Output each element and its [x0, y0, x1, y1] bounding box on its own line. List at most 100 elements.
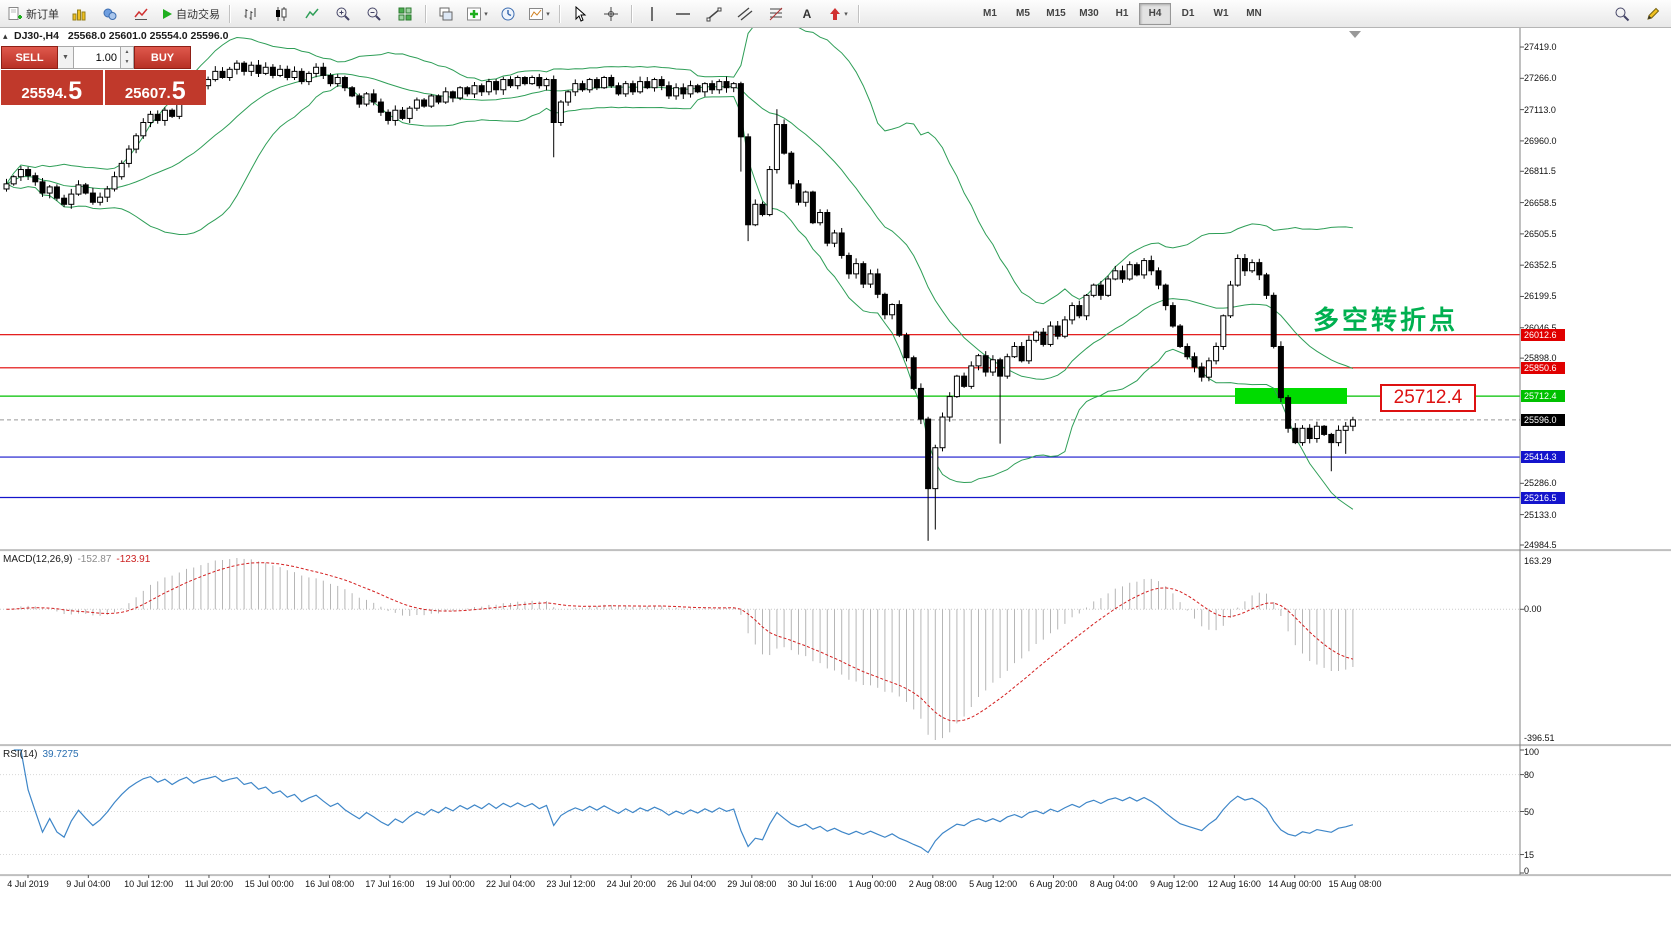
rsi-name: RSI(14)	[3, 749, 38, 760]
step-down-icon[interactable]: ▼	[124, 59, 130, 66]
new-chart-button[interactable]	[64, 2, 94, 26]
text-tool-icon: A	[802, 6, 812, 21]
price-axis-label: 26199.5	[1524, 291, 1557, 302]
timeframe-button-h4[interactable]: H4	[1139, 2, 1171, 25]
profiles-icon	[102, 6, 118, 22]
price-axis-label: 26505.5	[1524, 228, 1557, 239]
sell-button[interactable]: SELL	[1, 46, 58, 69]
profiles-button[interactable]	[95, 2, 125, 26]
timeframe-button-h1[interactable]: H1	[1115, 8, 1129, 19]
autotrading-play-icon	[161, 8, 173, 20]
crosshair-icon	[603, 6, 619, 22]
time-axis-label: 22 Jul 04:00	[486, 879, 536, 889]
buy-button[interactable]: BUY	[134, 46, 191, 69]
search-icon	[1614, 6, 1630, 22]
time-axis-label: 16 Jul 08:00	[305, 879, 355, 889]
autotrading-button[interactable]: 自动交易	[157, 2, 224, 26]
pencil-icon	[1645, 6, 1661, 22]
one-click-trading-panel: SELL ▼ 1.00 ▲ ▼ BUY 25594. 5 25607. 5	[1, 46, 206, 105]
arrows-tool-button[interactable]: ▾	[823, 2, 853, 26]
search-button[interactable]	[1607, 2, 1637, 26]
zoom-out-button[interactable]	[359, 2, 389, 26]
volume-dropdown[interactable]: ▼	[58, 46, 74, 69]
current-price-tag: 25596.0	[1521, 413, 1565, 426]
macd-scale-max: 163.29	[1524, 556, 1552, 566]
price-axis-label: 26352.5	[1524, 260, 1557, 271]
market-watch-button[interactable]	[126, 2, 156, 26]
time-axis-label: 2 Aug 08:00	[908, 879, 957, 889]
periods-button[interactable]	[493, 2, 523, 26]
horizontal-line-tool-button[interactable]	[668, 2, 698, 26]
price-level-tag: 26012.6	[1521, 328, 1565, 341]
price-axis-label: 25286.0	[1524, 478, 1557, 489]
new-order-button[interactable]: 新订单	[3, 2, 63, 26]
sell-price-main: 25594.	[21, 84, 68, 102]
zoom-in-button[interactable]	[328, 2, 358, 26]
step-up-icon[interactable]: ▲	[124, 48, 130, 55]
buy-price-display[interactable]: 25607. 5	[104, 70, 206, 105]
templates-button[interactable]: ▾	[524, 2, 554, 26]
price-axis-label: 27266.0	[1524, 73, 1557, 84]
annotation-text: 多空转折点	[1313, 305, 1459, 335]
volume-stepper[interactable]: ▲ ▼	[121, 46, 134, 69]
timeframe-button-m15[interactable]: M15	[1046, 8, 1066, 19]
cursor-button[interactable]	[565, 2, 595, 26]
time-axis-label: 8 Aug 04:00	[1089, 879, 1138, 889]
fibonacci-tool-button[interactable]	[761, 2, 791, 26]
level-lines-layer[interactable]	[0, 334, 1520, 499]
price-level-tag: 25216.5	[1521, 491, 1565, 504]
cascade-windows-button[interactable]	[431, 2, 461, 26]
chart-candles-button[interactable]	[266, 2, 296, 26]
time-axis-label: 5 Aug 12:00	[969, 879, 1018, 889]
time-axis-label: 10 Jul 12:00	[124, 879, 174, 889]
trendline-icon	[706, 6, 722, 22]
price-callout-label[interactable]: 25712.4	[1380, 384, 1476, 413]
timeframe-button-mn[interactable]: MN	[1246, 8, 1262, 19]
rsi-indicator-label: RSI(14) 39.7275	[3, 749, 79, 760]
price-axis-label: 26960.0	[1524, 135, 1557, 146]
timeframe-group: M1 M5 M15 M30 H1 H4 D1 W1 MN	[974, 2, 1270, 25]
channel-tool-button[interactable]	[730, 2, 760, 26]
time-axis-label: 23 Jul 12:00	[546, 879, 596, 889]
rsi-scale-label: 50	[1524, 806, 1535, 817]
timeframe-button-m1[interactable]: M1	[983, 8, 997, 19]
crosshair-button[interactable]	[596, 2, 626, 26]
horizontal-line-icon	[675, 6, 691, 22]
chart-bars-button[interactable]	[235, 2, 265, 26]
vertical-line-tool-button[interactable]	[637, 2, 667, 26]
text-tool-button[interactable]: A	[792, 2, 822, 26]
chart-shift-marker[interactable]	[1349, 31, 1361, 38]
chart-candles-icon	[273, 6, 289, 22]
chart-line-icon	[304, 6, 320, 22]
time-axis-label: 6 Aug 20:00	[1029, 879, 1078, 889]
new-order-icon	[7, 6, 23, 22]
candles-layer[interactable]	[3, 59, 1356, 541]
time-axis-label: 24 Jul 20:00	[606, 879, 656, 889]
channel-icon	[737, 6, 753, 22]
toolbar: 新订单 自动交易 ▾ ▾ A ▾ M1 M5 M15 M30 H1 H4 D1 W1 MN	[0, 0, 1671, 28]
chart-bars-icon	[242, 6, 258, 22]
price-axis-label: 26811.5	[1524, 166, 1556, 177]
time-axis-label: 9 Jul 04:00	[66, 879, 111, 889]
timeframe-button-d1[interactable]: D1	[1181, 8, 1195, 19]
chart-canvas[interactable]	[0, 28, 1671, 950]
chart-window: ▴ DJ30-,H4 25568.0 25601.0 25554.0 25596…	[0, 28, 1671, 950]
chart-line-button[interactable]	[297, 2, 327, 26]
highlight-rectangle[interactable]	[1235, 388, 1347, 404]
timeframe-button-m5[interactable]: M5	[1016, 8, 1030, 19]
tile-windows-icon	[397, 6, 413, 22]
new-order-label: 新订单	[26, 8, 59, 21]
macd-scale-zero: 0.00	[1524, 604, 1542, 615]
macd-indicator-label: MACD(12,26,9) -152.87 -123.91	[3, 554, 150, 565]
pencil-button[interactable]	[1638, 2, 1668, 26]
zoom-out-icon	[366, 6, 382, 22]
indicators-button[interactable]: ▾	[462, 2, 492, 26]
oneclick-collapse-icon[interactable]: ▴	[3, 31, 8, 41]
trendline-tool-button[interactable]	[699, 2, 729, 26]
price-axis-label: 26046.5	[1524, 323, 1557, 333]
sell-price-display[interactable]: 25594. 5	[1, 70, 103, 105]
volume-input[interactable]: 1.00	[74, 46, 121, 69]
timeframe-button-m30[interactable]: M30	[1079, 8, 1099, 19]
tile-windows-button[interactable]	[390, 2, 420, 26]
timeframe-button-w1[interactable]: W1	[1213, 8, 1229, 19]
